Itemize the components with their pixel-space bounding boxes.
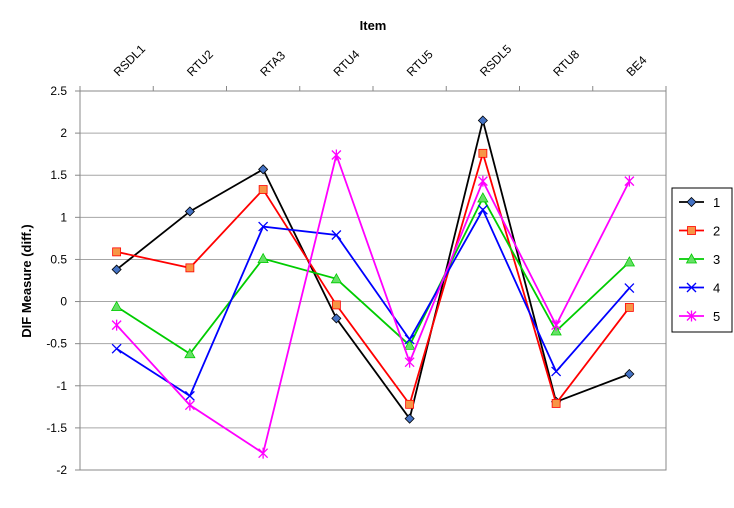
legend-item: 2 [679, 224, 720, 239]
y-tick-labels: 2.5 2 1.5 1 0.5 0 -0.5 -1 -1.5 -2 [46, 84, 80, 477]
y-tick-label: -1 [56, 379, 67, 393]
x-axis-title: Item [360, 18, 387, 33]
data-point-marker [477, 115, 488, 126]
data-point-marker [111, 319, 122, 331]
x-tick-labels: RSDL1 RTU2 RTA3 RTU4 RTU5 RSDL5 RTU8 BE4 [79, 42, 667, 91]
y-axis-title: DIF Measure (diff.) [19, 224, 34, 337]
legend-box [671, 187, 733, 333]
y-tick-label: -2 [56, 463, 67, 477]
series-4 [111, 204, 635, 401]
series-line [116, 196, 630, 355]
y-tick-label: -1.5 [46, 421, 67, 435]
legend-label: 4 [713, 281, 720, 296]
x-tick-label: RSDL1 [111, 42, 148, 79]
x-tick-label: BE4 [624, 53, 650, 79]
data-point-marker [184, 390, 195, 401]
data-point-marker [258, 221, 269, 232]
data-point-marker [258, 185, 268, 194]
legend-label: 3 [713, 252, 720, 267]
data-point-marker [184, 347, 196, 359]
grid-layer [80, 132, 666, 429]
data-point-marker [478, 148, 488, 158]
data-point-marker [185, 263, 195, 273]
legend-label: 1 [713, 195, 720, 210]
series-line [116, 120, 630, 421]
data-point-marker [184, 399, 195, 411]
legend-item: 5 [679, 309, 720, 324]
data-point-marker [686, 196, 697, 208]
x-tick-label: RTA3 [257, 48, 288, 79]
data-point-marker [330, 272, 343, 284]
legend-item: 3 [679, 252, 720, 267]
data-point-marker [686, 282, 697, 293]
data-point-marker [623, 256, 636, 267]
data-point-marker [404, 413, 415, 424]
x-tick-label: RTU2 [184, 47, 216, 79]
x-tick-label: RSDL5 [477, 42, 514, 79]
data-point-marker [687, 226, 696, 235]
data-point-marker [624, 368, 635, 380]
data-point-marker [624, 283, 635, 294]
y-tick-label: 1.5 [50, 168, 67, 182]
data-point-marker [404, 334, 415, 345]
legend-item: 1 [679, 195, 720, 210]
legend-item: 4 [679, 281, 720, 296]
series-line [116, 207, 631, 398]
data-point-marker [477, 175, 488, 187]
x-tick-label: RTU4 [331, 47, 363, 79]
data-point-marker [184, 206, 195, 217]
data-point-marker [551, 319, 562, 331]
data-point-marker [405, 399, 415, 409]
data-point-marker [258, 447, 269, 459]
y-tick-label: 0 [60, 295, 67, 309]
data-point-marker [112, 247, 122, 257]
y-tick-label: 2.5 [50, 84, 67, 98]
data-point-marker [111, 343, 122, 354]
y-tick-label: 2 [60, 126, 67, 140]
data-point-marker [477, 192, 489, 203]
data-point-marker [331, 230, 342, 240]
data-point-marker [331, 313, 342, 324]
series-3 [110, 192, 636, 359]
data-point-marker [624, 303, 634, 312]
data-point-marker [111, 264, 122, 275]
series-line [116, 150, 631, 407]
data-point-marker [685, 253, 698, 264]
legend: 1 2 3 4 5 [671, 187, 733, 333]
legend-label: 2 [713, 224, 720, 239]
series-2 [112, 148, 634, 409]
x-tick-label: RTU5 [404, 47, 436, 79]
series-layer [110, 115, 636, 459]
y-tick-label: -0.5 [46, 337, 67, 351]
series-line [115, 151, 631, 455]
y-tick-label: 0.5 [50, 252, 67, 266]
data-point-marker [686, 310, 697, 322]
legend-label: 5 [713, 309, 720, 324]
data-point-marker [551, 366, 562, 377]
data-point-marker [258, 164, 269, 175]
data-point-marker [551, 399, 561, 408]
data-point-marker [257, 252, 269, 264]
series-5 [111, 149, 635, 459]
data-point-marker [624, 175, 635, 187]
data-point-marker [331, 149, 342, 161]
data-point-marker [110, 300, 123, 312]
y-tick-label: 1 [60, 210, 67, 224]
data-point-marker [331, 300, 341, 310]
data-point-marker [403, 339, 416, 350]
data-point-marker [477, 204, 488, 215]
x-tick-label: RTU8 [550, 47, 582, 79]
data-point-marker [404, 356, 415, 368]
